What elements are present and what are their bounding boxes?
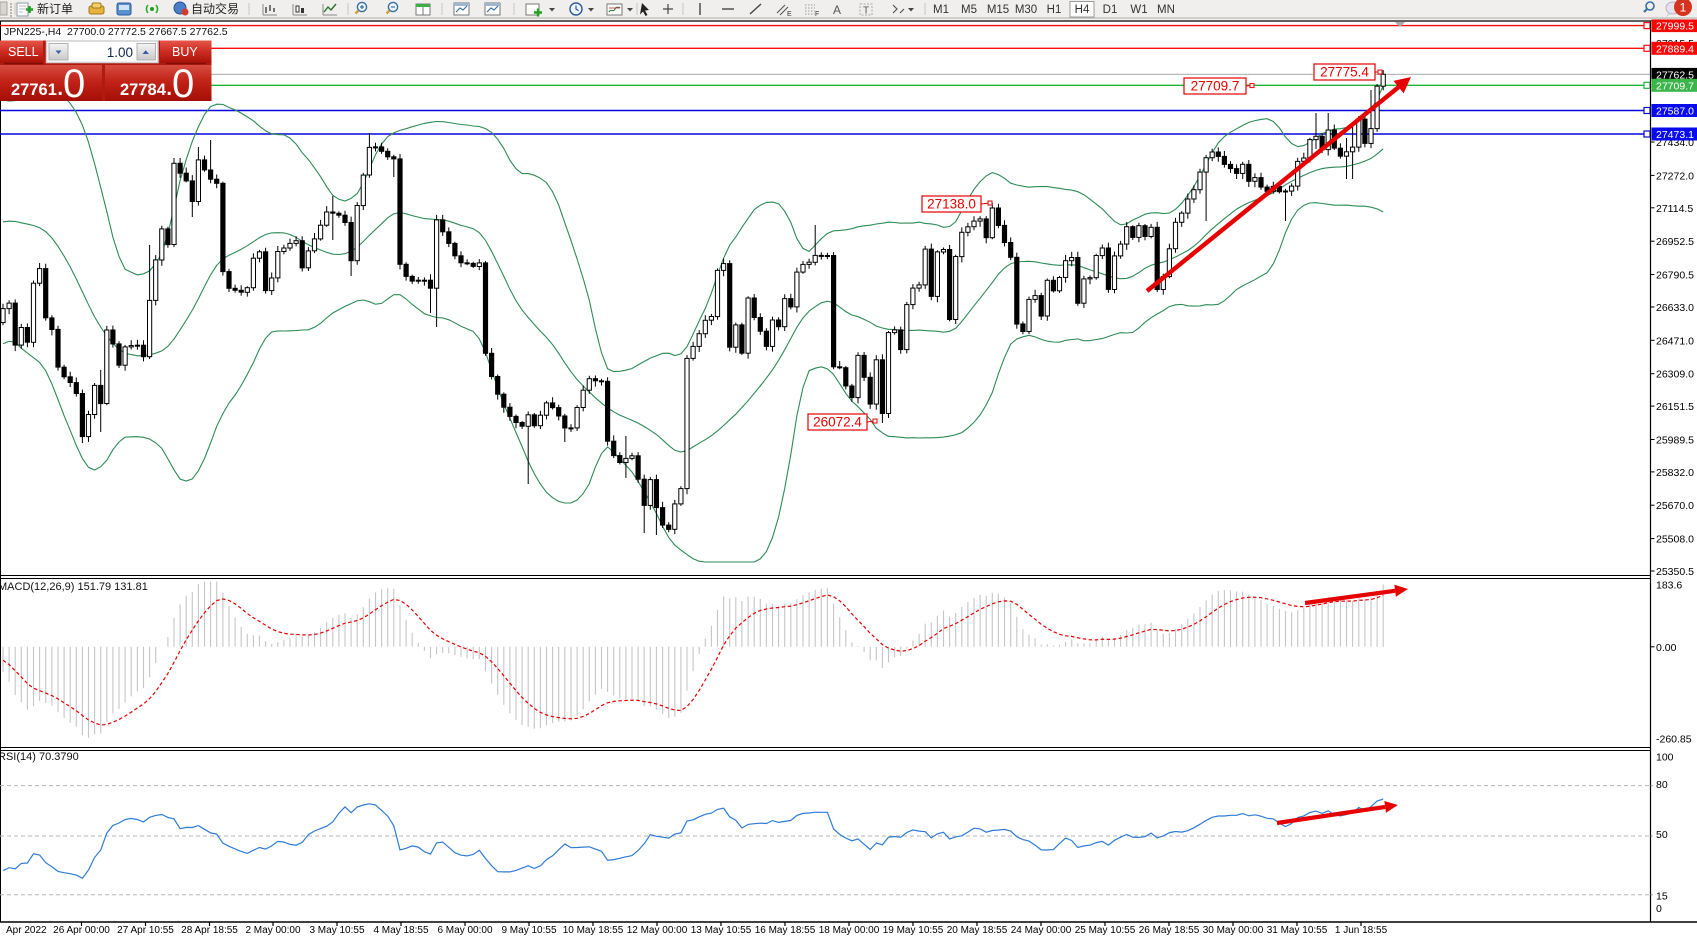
svg-text:27 Apr 10:55: 27 Apr 10:55 [117,925,174,936]
svg-text:3 May 10:55: 3 May 10:55 [309,925,364,936]
svg-text:0: 0 [63,62,85,106]
svg-text:4 May 18:55: 4 May 18:55 [373,925,428,936]
svg-text:自动交易: 自动交易 [191,1,239,16]
svg-text:1 Jun 18:55: 1 Jun 18:55 [1335,925,1388,936]
svg-text:.: . [56,69,64,102]
svg-text:1.00: 1.00 [107,45,133,60]
svg-text:25670.0: 25670.0 [1656,500,1694,512]
svg-text:26790.5: 26790.5 [1656,270,1694,282]
svg-text:新订单: 新订单 [37,1,73,16]
svg-text:28 Apr 18:55: 28 Apr 18:55 [181,925,238,936]
svg-text:100: 100 [1656,752,1674,764]
svg-text:27138.0: 27138.0 [927,197,976,212]
svg-text:27272.0: 27272.0 [1656,170,1694,182]
svg-text:10 May 18:55: 10 May 18:55 [563,925,624,936]
svg-text:15: 15 [1656,891,1668,903]
svg-text:30 May 00:00: 30 May 00:00 [1203,925,1264,936]
svg-text:RSI(14) 70.3790: RSI(14) 70.3790 [0,751,79,763]
svg-text:T: T [863,6,869,17]
svg-text:27775.4: 27775.4 [1320,65,1369,80]
svg-text:0: 0 [172,62,194,106]
svg-text:18 May 00:00: 18 May 00:00 [819,925,880,936]
svg-text:M30: M30 [1015,4,1037,16]
svg-text:26 Apr 00:00: 26 Apr 00:00 [53,925,110,936]
svg-text:H4: H4 [1075,4,1090,16]
svg-text:M5: M5 [961,4,977,16]
svg-text:27784: 27784 [120,81,167,99]
svg-text:25350.5: 25350.5 [1656,566,1694,578]
svg-text:16 May 18:55: 16 May 18:55 [755,925,816,936]
svg-text:26633.0: 26633.0 [1656,302,1694,314]
svg-text:0.00: 0.00 [1656,642,1677,654]
svg-text:2 May 00:00: 2 May 00:00 [245,925,300,936]
svg-text:27709.7: 27709.7 [1191,79,1240,94]
svg-text:A: A [833,3,841,17]
svg-text:26309.0: 26309.0 [1656,369,1694,381]
svg-text:26072.4: 26072.4 [813,415,862,430]
svg-text:JPN225-,H4 27700.0 27772.5 27: JPN225-,H4 27700.0 27772.5 27667.5 27762… [4,26,228,38]
svg-text:1: 1 [1680,1,1687,15]
svg-text:25508.0: 25508.0 [1656,534,1694,546]
svg-text:0: 0 [1656,903,1662,915]
svg-text:27709.7: 27709.7 [1656,80,1694,92]
svg-text:BUY: BUY [172,45,198,59]
svg-text:27761: 27761 [11,81,57,99]
svg-text:27473.1: 27473.1 [1656,129,1694,141]
svg-text:MN: MN [1157,4,1175,16]
svg-text:26471.0: 26471.0 [1656,335,1694,347]
svg-text:SELL: SELL [8,45,39,59]
svg-text:D1: D1 [1103,4,1118,16]
svg-text:27999.5: 27999.5 [1656,21,1694,33]
svg-text:6 May 00:00: 6 May 00:00 [437,925,492,936]
svg-text:26 May 18:55: 26 May 18:55 [1139,925,1200,936]
svg-text:24 May 00:00: 24 May 00:00 [1011,925,1072,936]
svg-text:19 May 10:55: 19 May 10:55 [883,925,944,936]
svg-text:Apr 2022: Apr 2022 [6,925,47,936]
svg-text:MACD(12,26,9) 151.79 131.81: MACD(12,26,9) 151.79 131.81 [0,581,148,593]
svg-text:26952.5: 26952.5 [1656,236,1694,248]
svg-text:M1: M1 [933,4,949,16]
svg-text:80: 80 [1656,779,1668,791]
svg-text:E: E [787,11,792,18]
svg-text:27889.4: 27889.4 [1656,43,1694,55]
svg-text:20 May 18:55: 20 May 18:55 [947,925,1008,936]
svg-text:H1: H1 [1047,4,1062,16]
svg-text:183.6: 183.6 [1656,580,1682,592]
svg-text:27587.0: 27587.0 [1656,106,1694,118]
svg-text:25 May 10:55: 25 May 10:55 [1075,925,1136,936]
svg-text:50: 50 [1656,829,1668,841]
svg-text:27114.5: 27114.5 [1656,203,1693,215]
svg-text:13 May 10:55: 13 May 10:55 [691,925,752,936]
svg-text:25989.5: 25989.5 [1656,435,1694,447]
svg-text:27762.5: 27762.5 [1656,69,1694,81]
svg-text:26151.5: 26151.5 [1656,401,1694,413]
svg-text:-260.85: -260.85 [1656,734,1692,746]
svg-text:31 May 10:55: 31 May 10:55 [1267,925,1328,936]
svg-text:F: F [815,11,819,18]
svg-text:.: . [165,69,173,102]
svg-text:12 May 00:00: 12 May 00:00 [627,925,688,936]
svg-text:W1: W1 [1130,4,1147,16]
svg-text:9 May 10:55: 9 May 10:55 [501,925,556,936]
svg-text:25832.0: 25832.0 [1656,467,1694,479]
svg-text:M15: M15 [987,4,1009,16]
